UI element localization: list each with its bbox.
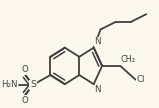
Text: H₂N: H₂N	[1, 80, 18, 89]
Text: O: O	[22, 65, 29, 74]
Text: CH₂: CH₂	[121, 55, 136, 64]
Text: Cl: Cl	[137, 75, 145, 84]
Text: N: N	[94, 37, 101, 46]
Text: O: O	[22, 96, 29, 105]
Text: S: S	[30, 80, 36, 89]
Text: N: N	[94, 85, 101, 94]
